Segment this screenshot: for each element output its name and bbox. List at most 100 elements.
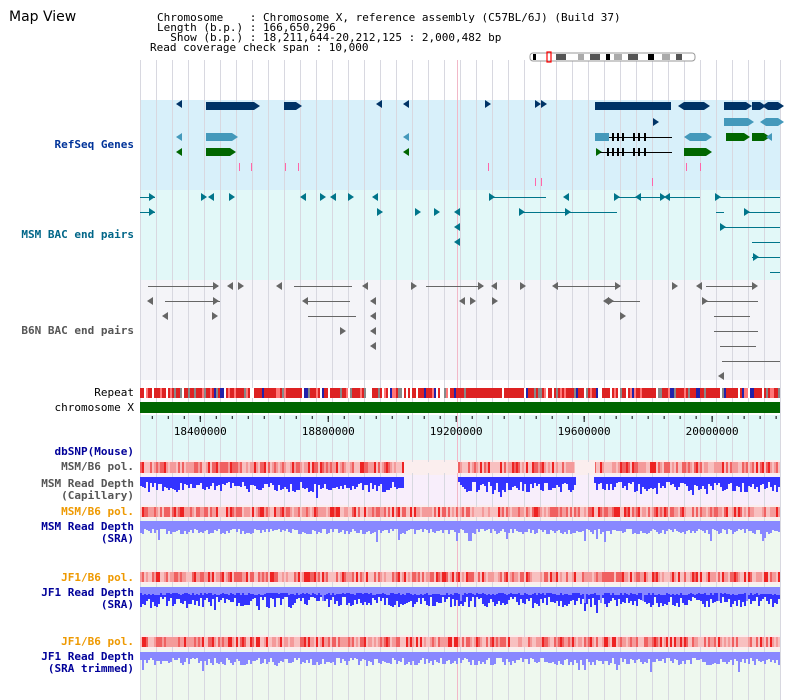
msm-pol-strip	[372, 462, 374, 473]
track-label-jf1-pol-2[interactable]: JF1/B6 pol.	[61, 635, 134, 648]
repeat-segment	[698, 388, 700, 398]
jf1-depth-sra-light	[536, 587, 538, 595]
jf1-pol-2-strip	[762, 637, 764, 647]
track-label-jf1-depth-sra[interactable]: JF1 Read Depth (SRA)	[41, 586, 134, 611]
jf1-depth-trim-bar	[622, 652, 624, 662]
jf1-depth-trim-bar	[238, 652, 240, 661]
jf1-pol-strip	[710, 572, 712, 582]
jf1-pol-strip	[156, 572, 158, 582]
track-label-b6n-bac[interactable]: B6N BAC end pairs	[21, 324, 134, 337]
msm-pol-strip	[764, 462, 766, 473]
msm-depth-cap-bar	[728, 477, 730, 484]
msm-depth-cap-bar	[344, 477, 346, 485]
msm-depth-sra-bar	[284, 521, 286, 531]
jf1-depth-trim-bar	[376, 652, 378, 659]
jf1-pol-strip	[416, 572, 418, 582]
msm-pol-2-strip	[262, 507, 264, 517]
jf1-pol-strip	[222, 572, 224, 582]
jf1-depth-sra-light	[274, 587, 276, 593]
jf1-pol-2-strip	[640, 637, 642, 647]
repeat-segment	[460, 388, 462, 398]
jf1-depth-trim-bar	[262, 652, 264, 663]
jf1-depth-sra-bar	[398, 587, 400, 607]
msm-depth-sra-bar	[424, 521, 426, 529]
jf1-depth-trim-bar	[694, 652, 696, 658]
msm-pol-strip	[214, 462, 216, 473]
msm-depth-cap-bar	[184, 477, 186, 484]
msm-pol-strip	[344, 462, 346, 473]
jf1-pol-2-strip	[478, 637, 480, 647]
track-label-jf1-depth-trimmed[interactable]: JF1 Read Depth (SRA trimmed)	[41, 650, 134, 675]
msm-depth-sra-bar	[472, 521, 474, 533]
msm-depth-cap-bar	[216, 477, 218, 486]
track-label-dbsnp[interactable]: dbSNP(Mouse)	[54, 445, 134, 458]
jf1-depth-sra-bar	[214, 587, 216, 610]
jf1-pol-strip	[538, 572, 540, 582]
msm-depth-cap-bar	[762, 477, 764, 484]
track-label-jf1-pol-1[interactable]: JF1/B6 pol.	[61, 571, 134, 584]
jf1-pol-strip	[564, 572, 566, 582]
msm-depth-cap-bar	[744, 477, 746, 492]
msm-depth-sra-bar	[344, 521, 346, 534]
msm-pol-2-strip	[416, 507, 418, 517]
feature-arrow-right	[230, 148, 236, 156]
jf1-pol-strip	[354, 572, 356, 582]
msm-pol-2-strip	[686, 507, 688, 517]
msm-pol-strip	[296, 462, 298, 473]
msm-pol-2-strip	[376, 507, 378, 517]
jf1-depth-sra-bar	[720, 587, 722, 603]
msm-pol-2-strip	[752, 507, 754, 517]
jf1-depth-sra-bar	[542, 587, 544, 603]
jf1-depth-sra-light	[464, 587, 466, 593]
msm-depth-cap-bar	[528, 477, 530, 492]
jf1-pol-strip	[502, 572, 504, 582]
jf1-depth-sra-light	[442, 587, 444, 595]
track-label-msm-depth-sra[interactable]: MSM Read Depth (SRA)	[41, 520, 134, 545]
jf1-pol-2-strip	[186, 637, 188, 647]
msm-depth-cap-bar	[462, 477, 464, 487]
msm-pol-2-strip	[238, 507, 240, 517]
jf1-pol-2-strip	[322, 637, 324, 647]
jf1-pol-strip	[344, 572, 346, 582]
jf1-depth-trim-bar	[650, 652, 652, 672]
jf1-depth-sra-bar	[432, 587, 434, 606]
msm-depth-cap-bar	[274, 477, 276, 490]
msm-pol-strip	[266, 462, 268, 473]
jf1-depth-trim-bar	[678, 652, 680, 665]
track-label-msm-depth-capillary[interactable]: MSM Read Depth (Capillary)	[41, 477, 134, 502]
feature-arrow-right	[434, 208, 440, 216]
jf1-pol-2-strip	[670, 637, 672, 647]
jf1-depth-trim-bar	[770, 652, 772, 662]
track-label-msm-pol-1[interactable]: MSM/B6 pol.	[61, 460, 134, 473]
msm-pol-strip	[292, 462, 294, 473]
jf1-pol-2-strip	[236, 637, 238, 647]
jf1-depth-sra-bar	[494, 587, 496, 606]
feature-arrow-right	[715, 193, 721, 201]
jf1-depth-trim-bar	[772, 652, 774, 660]
jf1-pol-strip	[584, 572, 586, 582]
feature-arrow-left	[454, 223, 460, 231]
repeat-segment	[246, 388, 248, 398]
track-label-msm-pol-2[interactable]: MSM/B6 pol.	[61, 505, 134, 518]
repeat-segment	[678, 388, 680, 398]
msm-pol-strip	[732, 462, 734, 473]
msm-depth-sra-bar	[286, 521, 288, 529]
track-label-msm-bac[interactable]: MSM BAC end pairs	[21, 228, 134, 241]
jf1-pol-2-strip	[258, 637, 260, 647]
pol-gap	[404, 462, 458, 473]
chromosome-ideogram[interactable]	[529, 51, 696, 63]
msm-depth-cap-bar	[220, 477, 222, 491]
jf1-depth-trim-bar	[556, 652, 558, 665]
msm-pol-strip	[698, 462, 700, 473]
repeat-segment	[378, 388, 380, 398]
msm-depth-cap-bar	[768, 477, 770, 482]
jf1-pol-2-strip	[168, 637, 170, 647]
jf1-pol-2-strip	[614, 637, 616, 647]
jf1-pol-strip	[142, 572, 144, 582]
track-label-refseq-genes[interactable]: RefSeq Genes	[54, 138, 134, 151]
feature-arrow-right	[720, 223, 726, 231]
jf1-depth-sra-light	[316, 587, 318, 595]
msm-pol-2-strip	[270, 507, 272, 517]
jf1-pol-strip	[190, 572, 192, 582]
